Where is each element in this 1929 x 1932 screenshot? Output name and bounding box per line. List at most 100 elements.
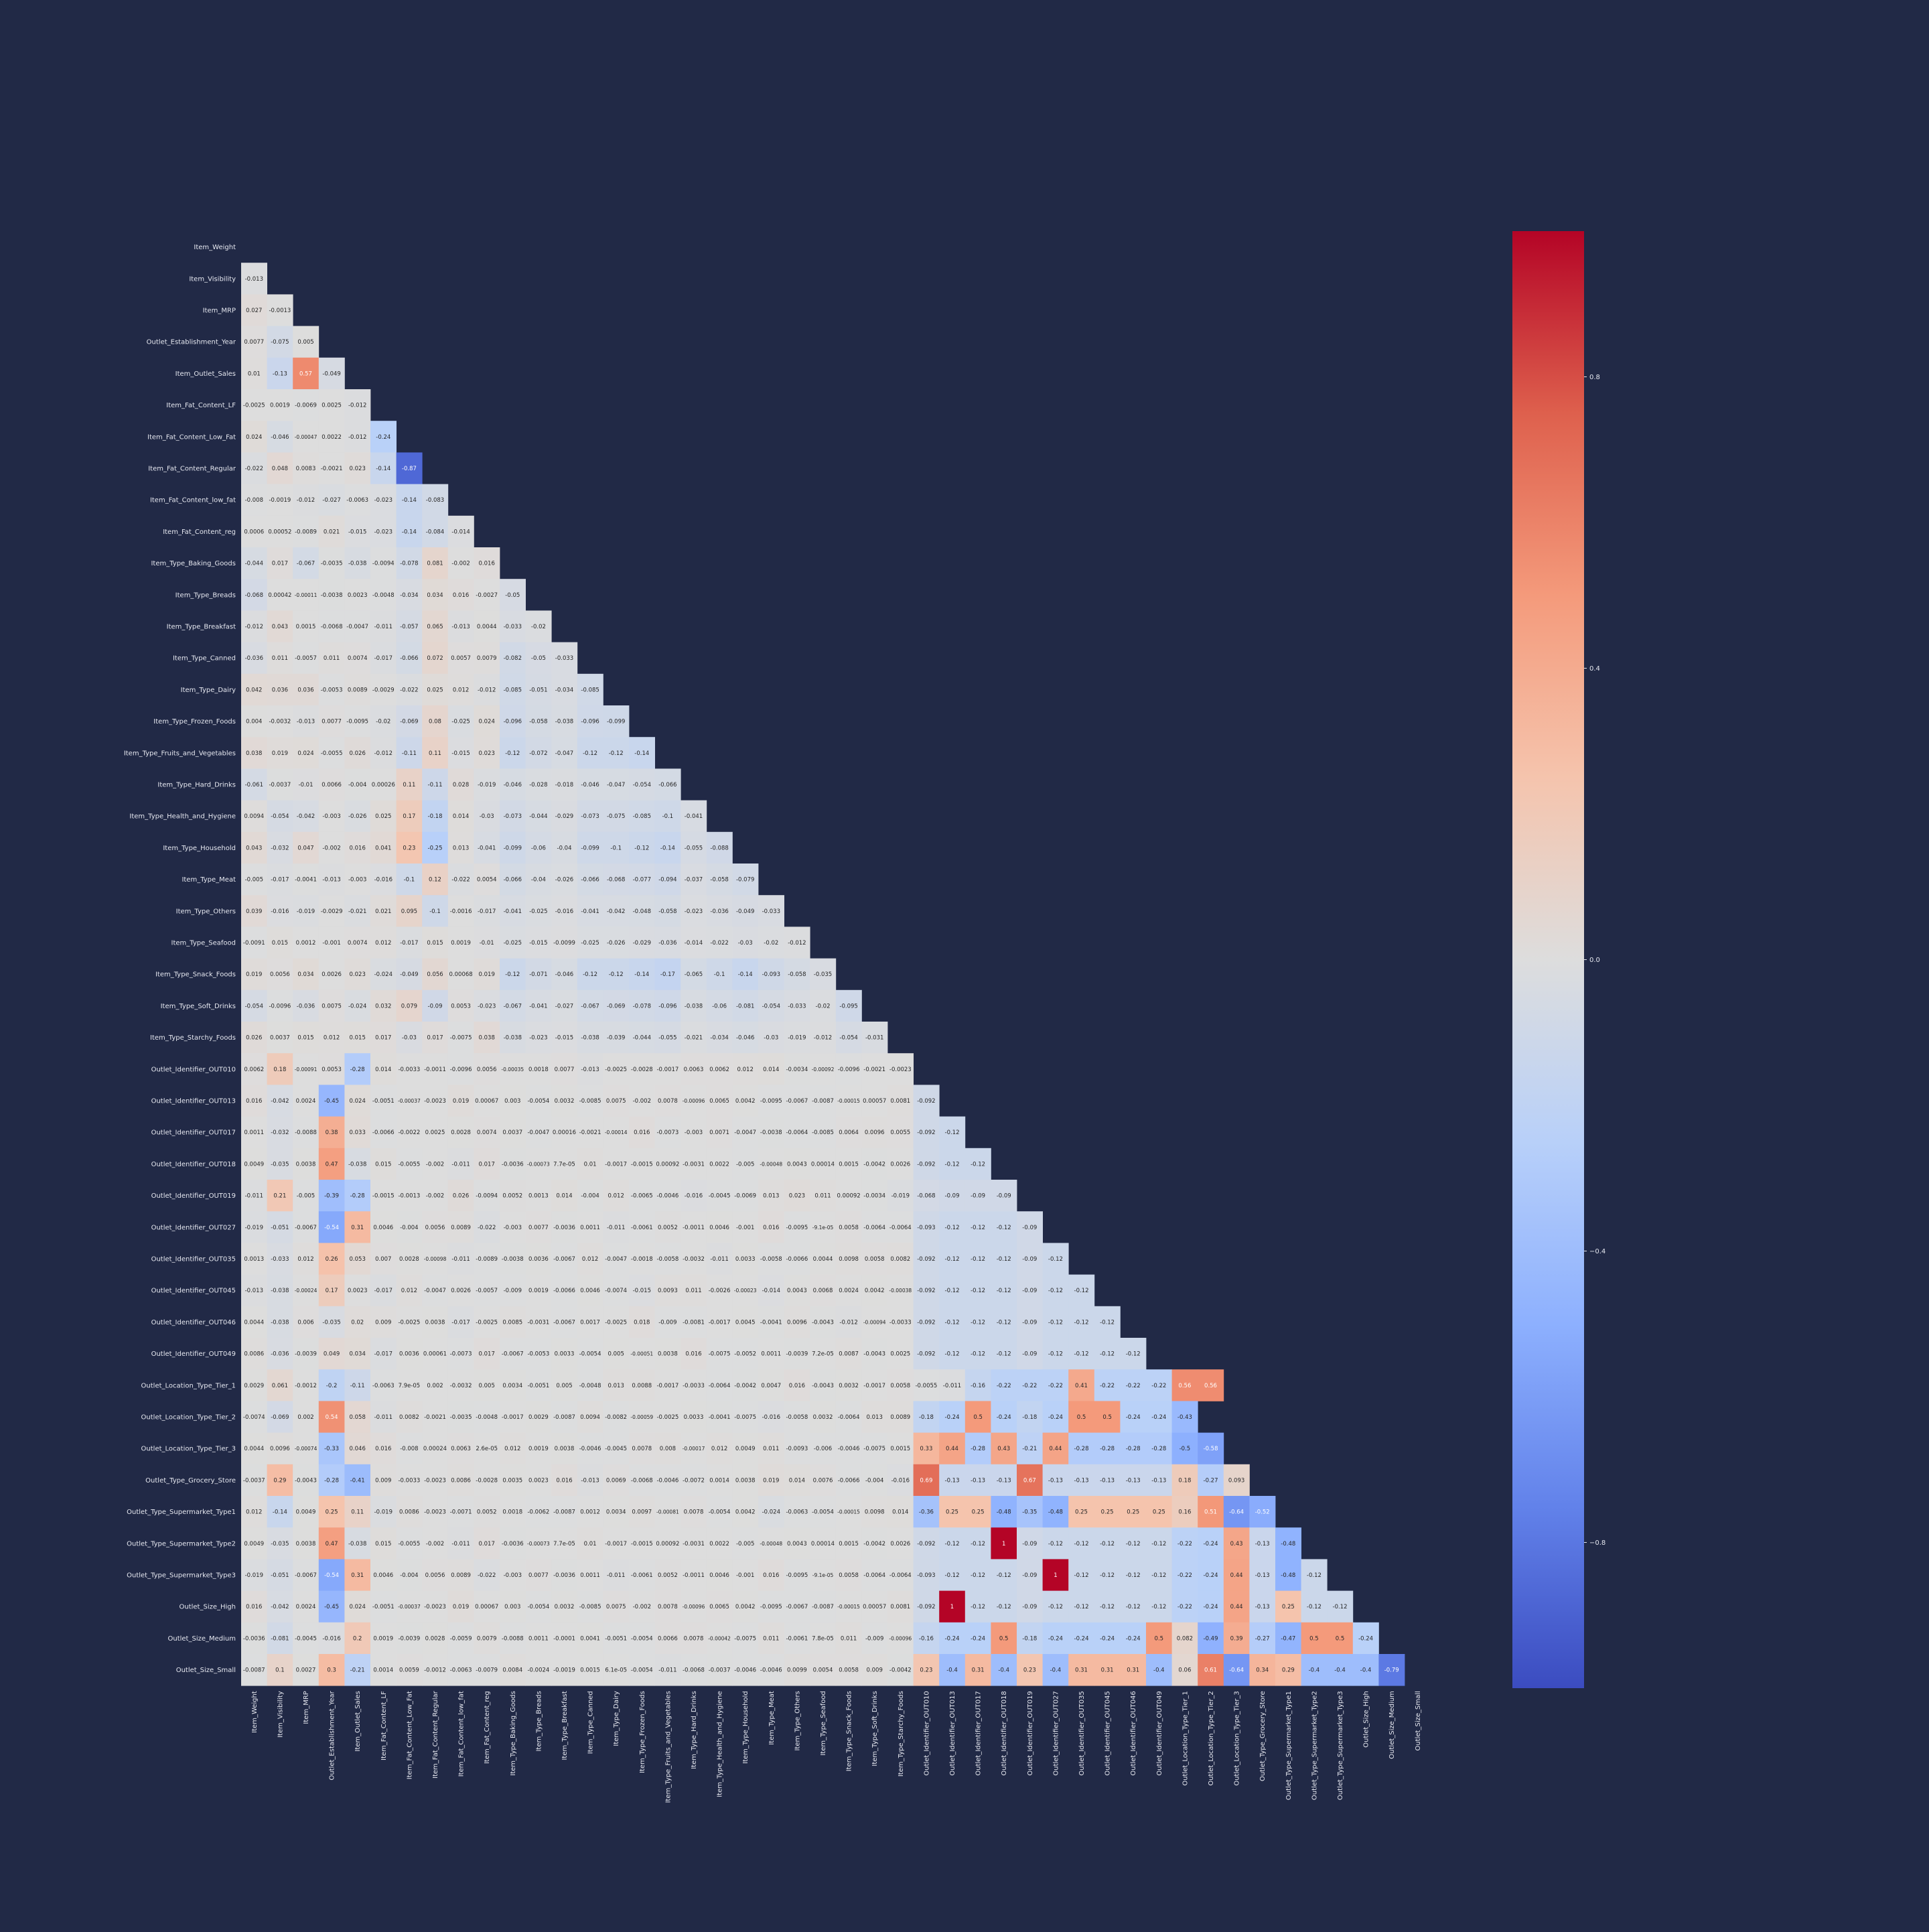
y-tick-label: Outlet_Type_Supermarket_Type2 [127, 1540, 236, 1547]
cell-value-label: 0.0037 [502, 1129, 522, 1136]
heatmap-cell [784, 1369, 810, 1401]
heatmap-cell [964, 1527, 991, 1560]
cell-value-label: -0.28 [1126, 1446, 1141, 1452]
heatmap-cell [758, 926, 784, 959]
cell-value-label: 0.024 [350, 1098, 366, 1105]
heatmap-cell [267, 389, 293, 421]
cell-value-label: 0.0078 [632, 1446, 652, 1452]
heatmap-cell [267, 1622, 293, 1655]
heatmap-cell [1146, 1432, 1172, 1465]
cell-value-label: -0.00037 [398, 1604, 421, 1610]
cell-value-label: -0.02 [816, 1003, 831, 1010]
cell-value-label: -0.088 [710, 845, 728, 851]
heatmap-cell [1198, 1464, 1224, 1497]
heatmap-cell [758, 958, 784, 991]
cell-value-label: -0.068 [917, 1193, 935, 1200]
cell-value-label: -0.24 [945, 1635, 960, 1642]
cell-value-label: 0.31 [1127, 1667, 1139, 1674]
cell-value-label: -0.14 [634, 750, 649, 757]
cell-value-label: -0.0038 [760, 1129, 782, 1136]
cell-value-label: 0.014 [453, 813, 469, 820]
heatmap-cell [991, 1432, 1017, 1465]
cell-value-label: 0.016 [763, 1225, 779, 1231]
cell-value-label: 0.0077 [528, 1225, 549, 1231]
heatmap-cell [293, 1180, 319, 1212]
heatmap-cell [1198, 1432, 1224, 1465]
heatmap-cell [887, 1180, 914, 1212]
cell-value-label: -0.068 [245, 592, 263, 599]
cell-value-label: 0.016 [763, 1572, 779, 1579]
heatmap-cell [758, 1274, 784, 1307]
cell-value-label: -0.011 [374, 624, 392, 630]
x-tick-label: Item_MRP [303, 1691, 310, 1724]
cell-value-label: -0.027 [555, 1003, 573, 1010]
cell-value-label: 0.0012 [296, 940, 316, 947]
heatmap-cell [654, 1369, 681, 1401]
heatmap-cell [447, 1559, 474, 1591]
cell-value-label: -0.0053 [527, 1351, 549, 1358]
heatmap-cell [603, 1559, 630, 1591]
heatmap-cell [267, 515, 293, 548]
heatmap-cell [964, 1559, 991, 1591]
heatmap-cell [500, 926, 526, 959]
heatmap-cell [603, 768, 630, 801]
heatmap-cell [861, 1527, 888, 1560]
heatmap-cell [525, 1369, 552, 1401]
heatmap-cell [887, 1464, 914, 1497]
heatmap-cell [758, 1654, 784, 1686]
cell-value-label: -0.014 [451, 529, 470, 535]
heatmap-cell [603, 1116, 630, 1149]
x-tick-label: Item_Fat_Content_reg [484, 1691, 491, 1764]
heatmap-cell [241, 1180, 267, 1212]
cell-value-label: 0.041 [375, 845, 391, 851]
heatmap-cell [654, 1306, 681, 1338]
cell-value-label: -0.0085 [579, 1604, 601, 1610]
cell-value-label: -0.081 [271, 1635, 289, 1642]
cell-value-label: 0.005 [556, 1383, 572, 1389]
cell-value-label: -0.017 [374, 655, 392, 662]
heatmap-cell [422, 768, 449, 801]
cell-value-label: -0.0087 [243, 1667, 265, 1674]
cell-value-label: -0.0054 [527, 1098, 549, 1105]
heatmap-cell [784, 1211, 810, 1243]
cell-value-label: -0.0032 [269, 719, 291, 726]
heatmap-cell [422, 1211, 449, 1243]
heatmap-cell [1146, 1401, 1172, 1433]
cell-value-label: -0.4 [998, 1667, 1009, 1674]
heatmap-cell [474, 1053, 500, 1085]
cell-value-label: -0.49 [1204, 1635, 1218, 1642]
cell-value-label: -0.54 [324, 1225, 339, 1231]
heatmap-cell [577, 1622, 603, 1655]
heatmap-cell [551, 1527, 578, 1560]
cell-value-label: -0.12 [945, 1256, 960, 1263]
cell-value-label: 0.005 [297, 339, 313, 346]
cell-value-label: -0.036 [271, 1351, 289, 1358]
cell-value-label: -0.0047 [424, 1288, 446, 1294]
heatmap-cell [241, 673, 267, 706]
heatmap-cell [991, 1369, 1017, 1401]
heatmap-cell [1068, 1369, 1095, 1401]
heatmap-cell [474, 1527, 500, 1560]
cell-value-label: 0.015 [297, 1035, 313, 1042]
cell-value-label: 0.0086 [244, 1351, 264, 1358]
cell-value-label: 0.043 [246, 845, 262, 851]
cell-value-label: -0.79 [1384, 1667, 1399, 1674]
heatmap-cell [396, 547, 423, 579]
heatmap-cell [835, 989, 862, 1022]
y-tick-label: Outlet_Identifier_OUT049 [151, 1351, 236, 1358]
heatmap-cell [1068, 1401, 1095, 1433]
cell-value-label: -0.13 [1151, 1477, 1166, 1484]
cell-value-label: -0.0036 [243, 1635, 265, 1642]
heatmap-cell [758, 1243, 784, 1275]
cell-value-label: -0.22 [1022, 1383, 1037, 1389]
cell-value-label: 0.026 [246, 1035, 262, 1042]
heatmap-cell [293, 1022, 319, 1054]
cell-value-label: -0.4 [1153, 1667, 1165, 1674]
heatmap-cell [293, 1243, 319, 1275]
cell-value-label: -0.011 [658, 1667, 676, 1674]
heatmap-cell [241, 1496, 267, 1528]
cell-value-label: 0.0078 [684, 1635, 704, 1642]
heatmap-cell [913, 1306, 940, 1338]
heatmap-cell [1120, 1559, 1147, 1591]
heatmap-cell [732, 1369, 759, 1401]
